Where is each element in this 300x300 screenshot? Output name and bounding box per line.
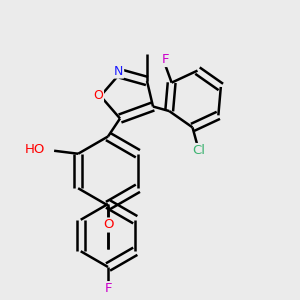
Text: O: O	[103, 218, 113, 232]
Text: Cl: Cl	[192, 144, 205, 157]
Text: F: F	[162, 53, 169, 66]
Text: N: N	[114, 64, 123, 78]
Text: F: F	[104, 282, 112, 295]
Text: O: O	[93, 89, 103, 103]
Text: HO: HO	[25, 143, 45, 156]
